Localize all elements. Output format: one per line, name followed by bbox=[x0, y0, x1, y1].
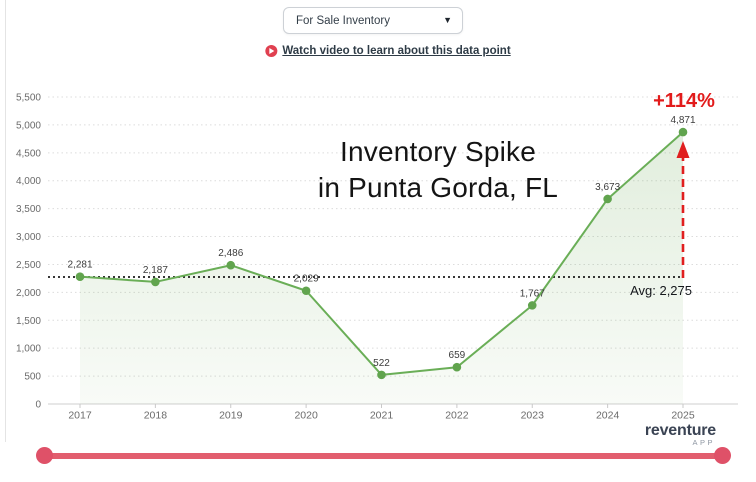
chart-title-line2: in Punta Gorda, FL bbox=[317, 172, 559, 203]
timeline-scrollbar-track[interactable] bbox=[42, 453, 724, 459]
x-axis-label: 2024 bbox=[596, 410, 620, 422]
x-axis-label: 2020 bbox=[294, 410, 318, 422]
metric-dropdown-value: For Sale Inventory bbox=[296, 14, 390, 27]
data-point-2020[interactable] bbox=[301, 286, 311, 296]
x-axis-label: 2022 bbox=[445, 410, 469, 422]
chart-title: Inventory Spike in Punta Gorda, FL bbox=[258, 134, 618, 206]
y-axis-label: 500 bbox=[24, 372, 41, 383]
data-point-2024[interactable] bbox=[603, 194, 612, 204]
y-axis-label: 2,000 bbox=[16, 288, 41, 299]
y-axis-label: 0 bbox=[35, 400, 41, 411]
average-line-label: Avg: 2,275 bbox=[630, 283, 692, 298]
data-point-2021[interactable] bbox=[377, 370, 386, 380]
y-axis-label: 4,500 bbox=[16, 148, 41, 159]
x-axis-label: 2025 bbox=[671, 410, 695, 422]
x-axis-label: 2019 bbox=[219, 410, 243, 422]
data-point-label: 2,281 bbox=[67, 260, 92, 271]
spike-arrow-head bbox=[676, 141, 690, 158]
data-point-label: 2,187 bbox=[143, 265, 168, 276]
y-axis-label: 1,500 bbox=[16, 316, 41, 327]
data-point-label: 2,486 bbox=[218, 248, 243, 259]
chevron-down-icon: ▼ bbox=[443, 15, 452, 25]
play-icon bbox=[265, 45, 278, 57]
y-axis-label: 5,500 bbox=[16, 93, 41, 104]
y-axis-label: 5,000 bbox=[16, 120, 41, 131]
data-point-label: 522 bbox=[373, 358, 390, 369]
chart-title-line1: Inventory Spike bbox=[340, 136, 536, 167]
data-point-2019[interactable] bbox=[226, 260, 236, 270]
y-axis-label: 4,000 bbox=[16, 176, 41, 187]
data-point-label: 659 bbox=[449, 350, 466, 361]
panel-left-divider bbox=[5, 0, 6, 442]
y-axis-label: 2,500 bbox=[16, 260, 41, 271]
data-point-label: 4,871 bbox=[670, 115, 695, 126]
data-point-label: 3,673 bbox=[595, 182, 620, 193]
data-point-2022[interactable] bbox=[452, 362, 462, 372]
x-axis-label: 2018 bbox=[144, 410, 168, 422]
area-fill bbox=[80, 132, 683, 405]
x-axis-label: 2017 bbox=[68, 410, 92, 422]
data-point-label: 1,767 bbox=[520, 288, 545, 299]
percent-change-annotation: +114% bbox=[653, 90, 715, 112]
reventure-logo-text: reventure bbox=[644, 422, 716, 439]
watch-video-link-label: Watch video to learn about this data poi… bbox=[282, 45, 511, 57]
y-axis-label: 1,000 bbox=[16, 344, 41, 355]
watch-video-link[interactable]: Watch video to learn about this data poi… bbox=[265, 45, 511, 57]
data-point-2025[interactable] bbox=[678, 127, 688, 137]
data-point-2018[interactable] bbox=[151, 277, 160, 287]
y-axis-label: 3,000 bbox=[16, 232, 41, 243]
reventure-logo-sub: APP bbox=[692, 438, 715, 447]
timeline-scrollbar-right-handle[interactable] bbox=[714, 447, 731, 464]
data-point-2017[interactable] bbox=[75, 272, 85, 281]
y-axis-label: 3,500 bbox=[16, 204, 41, 215]
data-point-2023[interactable] bbox=[527, 301, 537, 310]
timeline-scrollbar-left-handle[interactable] bbox=[36, 447, 53, 464]
data-point-label: 2,029 bbox=[294, 274, 319, 285]
x-axis-label: 2021 bbox=[370, 410, 394, 422]
metric-dropdown[interactable]: For Sale Inventory ▼ bbox=[283, 7, 463, 34]
x-axis-label: 2023 bbox=[521, 410, 545, 422]
reventure-logo: reventure APP bbox=[645, 422, 716, 447]
